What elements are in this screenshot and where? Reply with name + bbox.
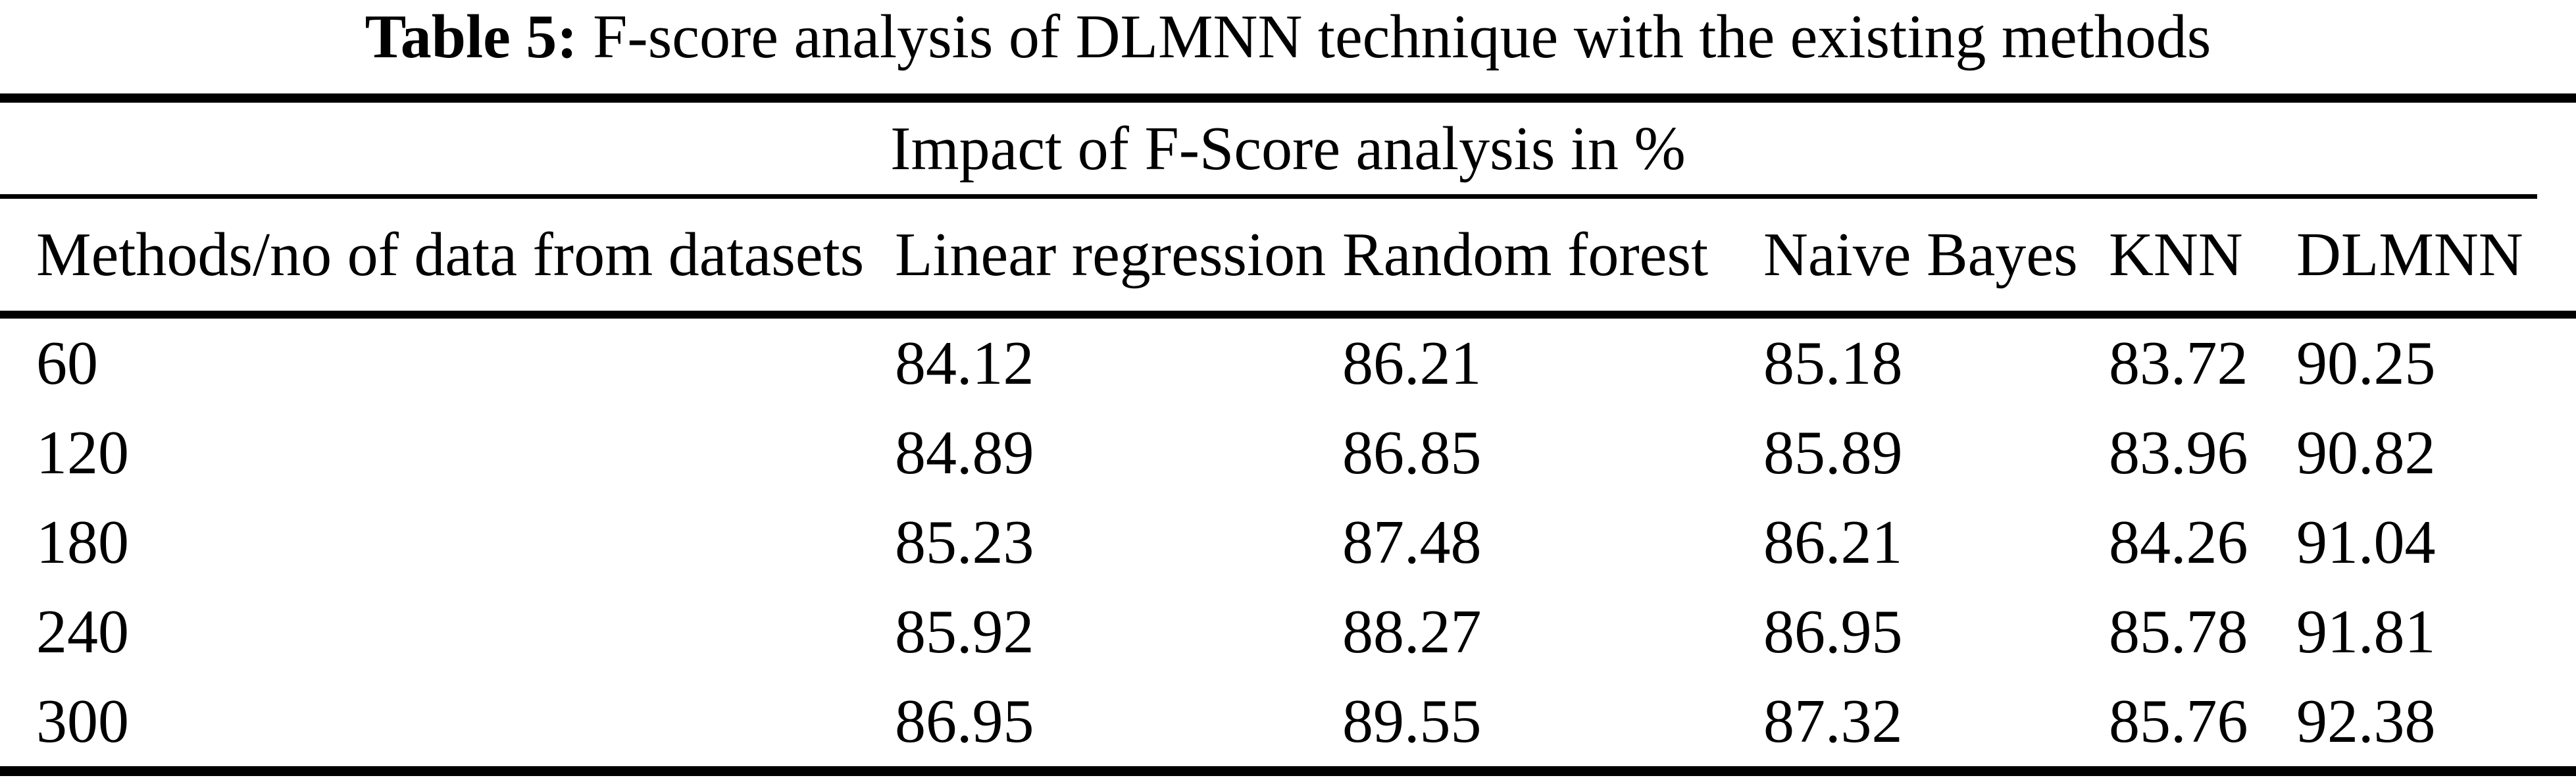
table-caption-label: Table 5: bbox=[365, 3, 578, 71]
table-cell: 85.78 bbox=[2109, 598, 2248, 666]
table-cell: 92.38 bbox=[2296, 687, 2436, 756]
table-cell: 85.23 bbox=[895, 508, 1034, 577]
table-row: 120 84.89 86.85 85.89 83.96 90.82 bbox=[0, 408, 2576, 498]
spanner-rule bbox=[0, 194, 2537, 199]
table-caption: Table 5: F-score analysis of DLMNN techn… bbox=[0, 0, 2576, 93]
table-cell: 88.27 bbox=[1342, 598, 1482, 666]
header-row: Methods/no of data from datasets Linear … bbox=[0, 199, 2576, 311]
spanner-header-row: Impact of F-Score analysis in % bbox=[0, 103, 2576, 194]
table-cell: 84.12 bbox=[895, 329, 1034, 398]
table-cell: 87.32 bbox=[1763, 687, 1903, 756]
table-caption-text: F-score analysis of DLMNN technique with… bbox=[593, 3, 2211, 71]
table-cell: 83.96 bbox=[2109, 419, 2248, 487]
header-cell-random-forest: Random forest bbox=[1342, 221, 1709, 289]
table-cell: 89.55 bbox=[1342, 687, 1482, 756]
table-cell: 86.95 bbox=[895, 687, 1034, 756]
table-cell: 86.21 bbox=[1342, 329, 1482, 398]
table-cell: 91.81 bbox=[2296, 598, 2436, 666]
row-label: 240 bbox=[36, 598, 129, 666]
table-row: 60 84.12 86.21 85.18 83.72 90.25 bbox=[0, 319, 2576, 408]
table-cell: 86.95 bbox=[1763, 598, 1903, 666]
table-cell: 85.89 bbox=[1763, 419, 1903, 487]
row-label: 180 bbox=[36, 508, 129, 577]
table-cell: 86.21 bbox=[1763, 508, 1903, 577]
table-cell: 84.26 bbox=[2109, 508, 2248, 577]
table-row: 180 85.23 87.48 86.21 84.26 91.04 bbox=[0, 498, 2576, 587]
spanner-header: Impact of F-Score analysis in % bbox=[890, 114, 1686, 183]
row-label: 120 bbox=[36, 419, 129, 487]
row-label: 60 bbox=[36, 329, 98, 398]
table-cell: 91.04 bbox=[2296, 508, 2436, 577]
header-cell-naive-bayes: Naive Bayes bbox=[1763, 221, 2078, 289]
table-bottom-rule bbox=[0, 766, 2576, 776]
table-cell: 83.72 bbox=[2109, 329, 2248, 398]
table-cell: 85.76 bbox=[2109, 687, 2248, 756]
header-cell-knn: KNN bbox=[2109, 221, 2243, 289]
header-cell-methods: Methods/no of data from datasets bbox=[36, 221, 865, 289]
table-cell: 85.18 bbox=[1763, 329, 1903, 398]
table-cell: 84.89 bbox=[895, 419, 1034, 487]
table-cell: 86.85 bbox=[1342, 419, 1482, 487]
table-cell: 87.48 bbox=[1342, 508, 1482, 577]
header-cell-dlmnn: DLMNN bbox=[2296, 221, 2523, 289]
table-top-rule bbox=[0, 93, 2576, 103]
row-label: 300 bbox=[36, 687, 129, 756]
table-row: 240 85.92 88.27 86.95 85.78 91.81 bbox=[0, 587, 2576, 677]
table-cell: 85.92 bbox=[895, 598, 1034, 666]
table-cell: 90.82 bbox=[2296, 419, 2436, 487]
header-rule bbox=[0, 311, 2576, 319]
table-row: 300 86.95 89.55 87.32 85.76 92.38 bbox=[0, 677, 2576, 766]
table-cell: 90.25 bbox=[2296, 329, 2436, 398]
header-cell-linear-regression: Linear regression bbox=[895, 221, 1326, 289]
